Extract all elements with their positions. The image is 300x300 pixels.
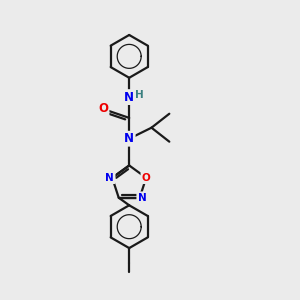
Text: O: O	[142, 173, 151, 183]
Text: H: H	[135, 90, 143, 100]
Text: O: O	[98, 103, 108, 116]
Text: N: N	[138, 193, 146, 203]
Text: N: N	[124, 132, 134, 145]
Text: N: N	[106, 173, 114, 183]
Text: N: N	[124, 91, 134, 103]
